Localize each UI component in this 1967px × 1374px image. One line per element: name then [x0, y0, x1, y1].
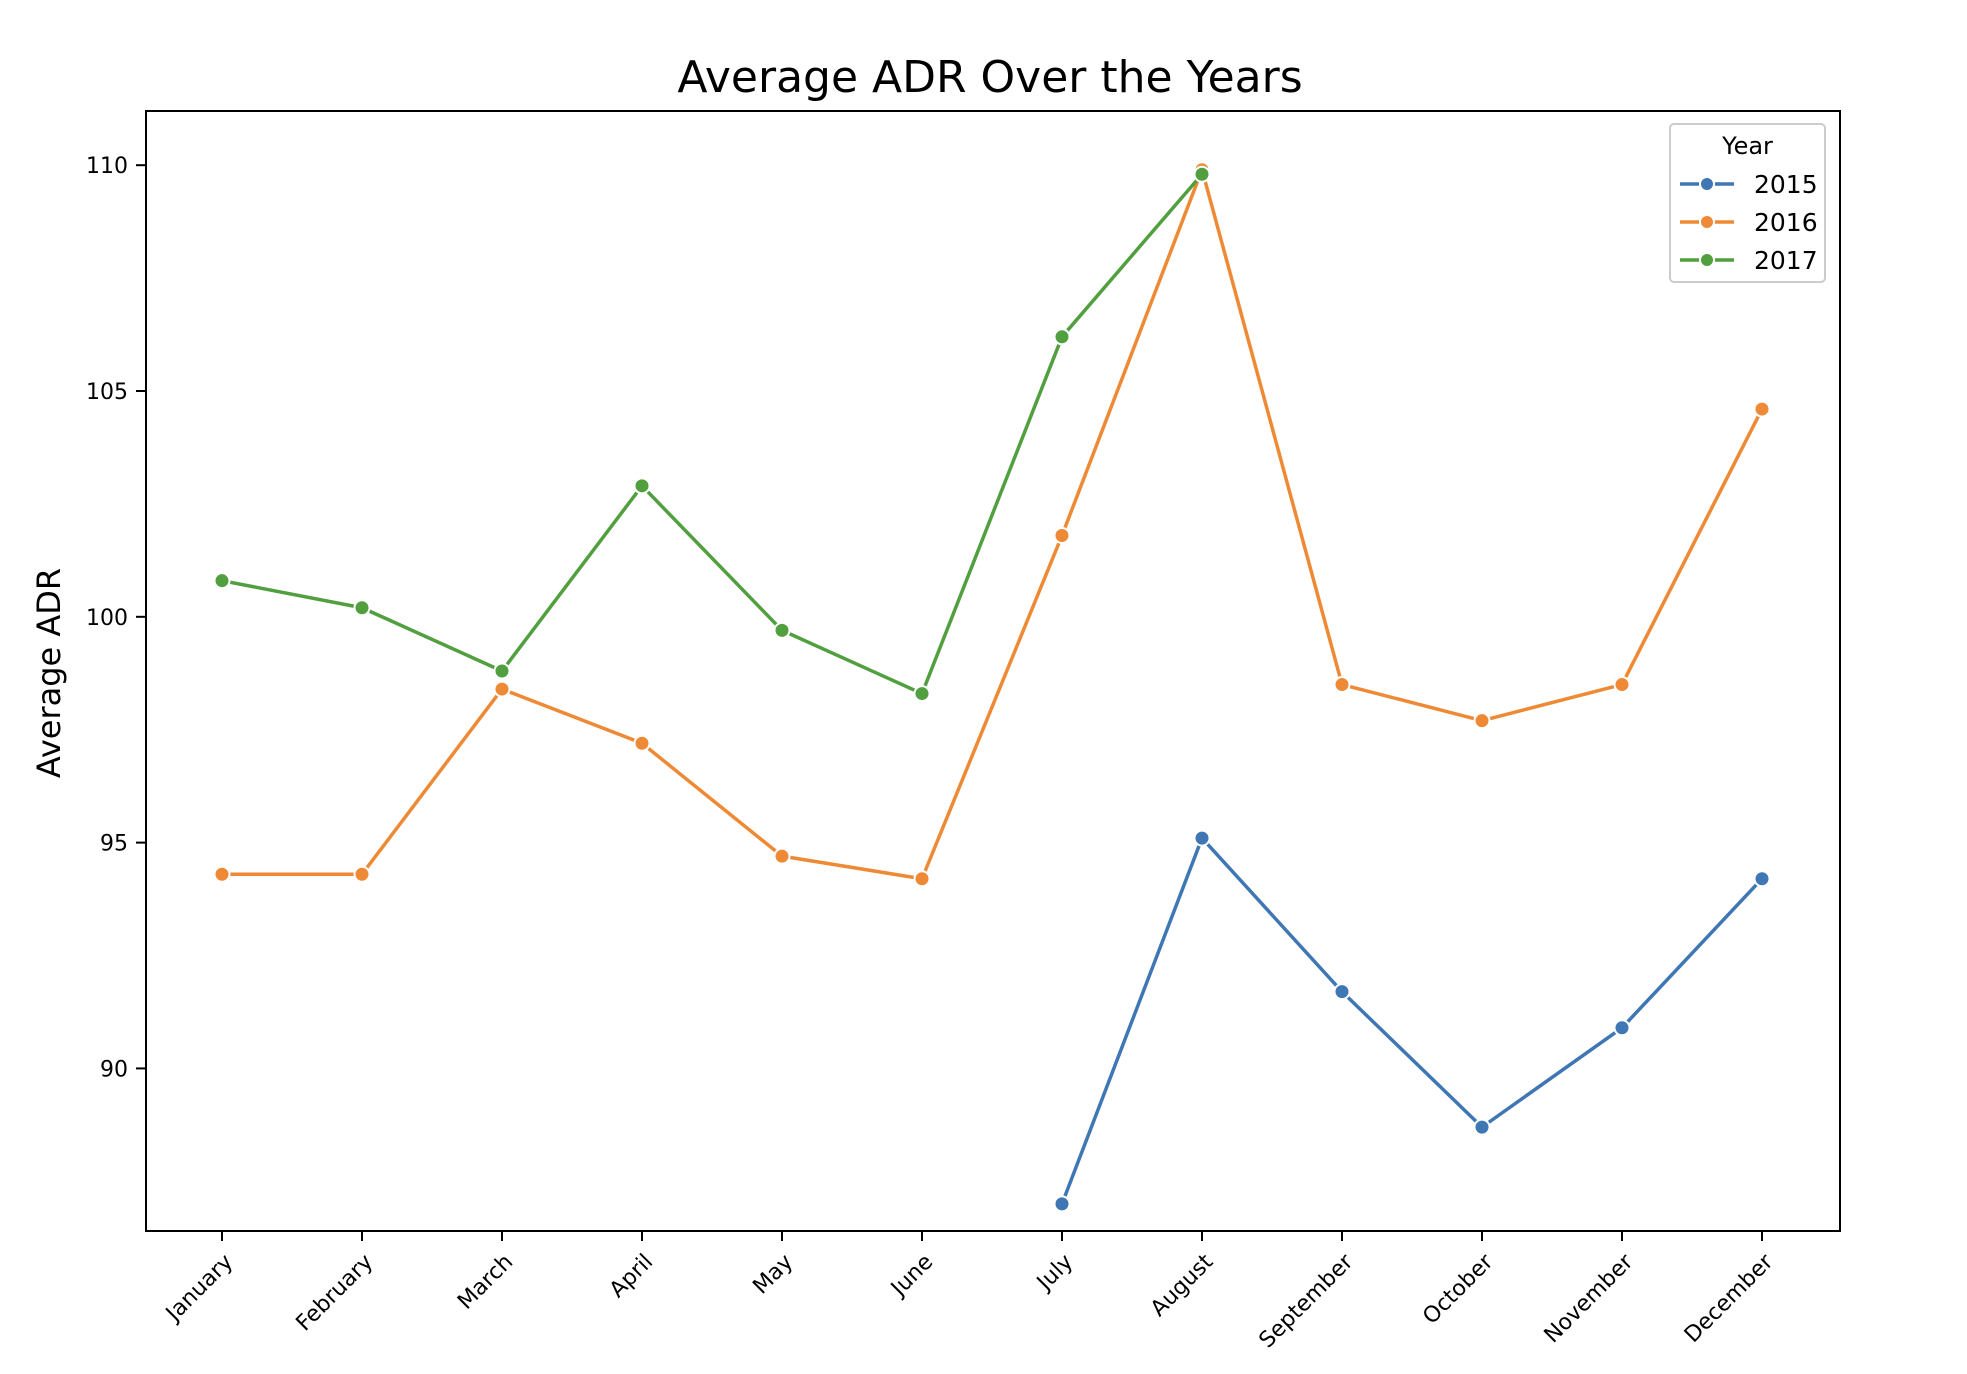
y-tick-label: 110 [86, 154, 128, 179]
data-point-2017 [913, 685, 931, 703]
data-point-2017 [633, 477, 651, 495]
data-point-2016 [1753, 400, 1771, 418]
data-point-2015 [1053, 1195, 1071, 1213]
data-point-2016 [633, 734, 651, 752]
data-point-2016 [1473, 712, 1491, 730]
data-point-2016 [1333, 676, 1351, 694]
legend-title: Year [1721, 132, 1773, 160]
plot-frame [145, 110, 1841, 1232]
data-point-2016 [913, 870, 931, 888]
data-point-2017 [353, 599, 371, 617]
data-point-2017 [213, 572, 231, 590]
legend-swatch-marker [1699, 214, 1715, 230]
data-point-2017 [1053, 328, 1071, 346]
data-point-2016 [493, 680, 511, 698]
y-tick-label: 90 [100, 1057, 128, 1082]
data-point-2017 [493, 662, 511, 680]
data-point-2015 [1193, 829, 1211, 847]
series-line-2016 [222, 167, 1764, 881]
legend-swatch-marker [1699, 176, 1715, 192]
data-point-2017 [1193, 165, 1211, 183]
data-point-2015 [1333, 983, 1351, 1001]
data-point-2016 [773, 847, 791, 865]
legend-box [1669, 123, 1826, 283]
legend-swatch-marker [1699, 252, 1715, 268]
y-axis-label: Average ADR [30, 568, 68, 778]
data-point-2016 [1613, 676, 1631, 694]
data-point-2017 [773, 621, 791, 639]
series-line-2015 [1060, 836, 1764, 1205]
y-tick-label: 100 [86, 606, 128, 631]
legend-label: 2016 [1754, 208, 1818, 237]
chart-title: Average ADR Over the Years [677, 52, 1302, 103]
data-point-2015 [1613, 1019, 1631, 1037]
data-point-2016 [1053, 527, 1071, 545]
legend-label: 2015 [1754, 170, 1818, 199]
data-point-2015 [1753, 870, 1771, 888]
legend-label: 2017 [1754, 246, 1818, 275]
data-point-2016 [213, 865, 231, 883]
y-tick-label: 95 [100, 832, 128, 857]
data-point-2016 [353, 865, 371, 883]
y-tick-label: 105 [86, 380, 128, 405]
series-line-2017 [221, 173, 1204, 696]
data-point-2015 [1473, 1118, 1491, 1136]
